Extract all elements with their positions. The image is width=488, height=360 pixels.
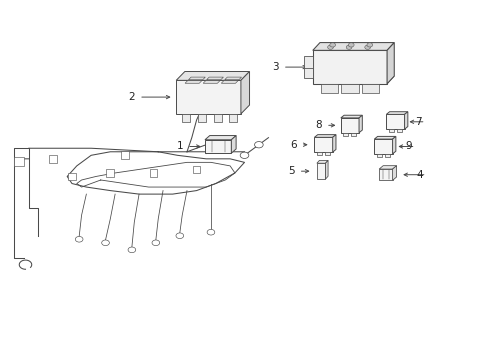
Polygon shape xyxy=(378,166,396,169)
Polygon shape xyxy=(386,42,393,84)
FancyBboxPatch shape xyxy=(49,155,57,163)
FancyBboxPatch shape xyxy=(68,172,76,180)
Polygon shape xyxy=(206,77,223,80)
Polygon shape xyxy=(374,136,395,139)
Circle shape xyxy=(366,43,372,47)
Circle shape xyxy=(240,152,248,158)
Polygon shape xyxy=(241,72,249,114)
Polygon shape xyxy=(361,84,379,93)
Circle shape xyxy=(207,229,214,235)
Text: 9: 9 xyxy=(404,141,411,152)
Circle shape xyxy=(254,141,263,148)
Polygon shape xyxy=(214,114,222,122)
Circle shape xyxy=(327,45,333,49)
Polygon shape xyxy=(176,72,249,80)
Polygon shape xyxy=(351,133,356,136)
Polygon shape xyxy=(304,56,312,68)
Polygon shape xyxy=(314,137,332,152)
Text: 7: 7 xyxy=(414,117,421,127)
Polygon shape xyxy=(316,161,327,163)
Polygon shape xyxy=(182,114,189,122)
Polygon shape xyxy=(184,81,202,83)
Polygon shape xyxy=(376,154,381,157)
Polygon shape xyxy=(312,42,393,50)
Polygon shape xyxy=(358,115,362,133)
Polygon shape xyxy=(204,140,231,153)
Polygon shape xyxy=(396,129,401,132)
Polygon shape xyxy=(176,80,241,114)
Circle shape xyxy=(128,247,136,253)
Polygon shape xyxy=(188,77,205,80)
Polygon shape xyxy=(312,50,386,84)
Circle shape xyxy=(346,45,351,49)
Polygon shape xyxy=(198,114,205,122)
FancyBboxPatch shape xyxy=(106,169,114,177)
Text: 5: 5 xyxy=(287,166,294,176)
FancyBboxPatch shape xyxy=(121,152,128,159)
Circle shape xyxy=(347,43,353,47)
Polygon shape xyxy=(203,81,220,83)
Text: 1: 1 xyxy=(176,141,183,152)
Polygon shape xyxy=(316,163,325,179)
Text: 6: 6 xyxy=(290,140,297,150)
Polygon shape xyxy=(341,84,358,93)
Circle shape xyxy=(152,240,160,246)
Circle shape xyxy=(102,240,109,246)
Text: 3: 3 xyxy=(272,62,278,72)
Polygon shape xyxy=(231,136,236,153)
Circle shape xyxy=(75,237,83,242)
Polygon shape xyxy=(229,114,237,122)
Text: 8: 8 xyxy=(315,120,322,130)
Polygon shape xyxy=(224,77,241,80)
Circle shape xyxy=(329,43,335,47)
Text: 4: 4 xyxy=(415,170,422,180)
Polygon shape xyxy=(378,169,392,180)
Polygon shape xyxy=(374,139,392,154)
FancyBboxPatch shape xyxy=(149,169,157,177)
Polygon shape xyxy=(332,135,335,152)
Polygon shape xyxy=(386,112,407,114)
Polygon shape xyxy=(392,166,396,180)
Polygon shape xyxy=(204,136,236,140)
Polygon shape xyxy=(304,66,312,78)
Polygon shape xyxy=(343,133,348,136)
Polygon shape xyxy=(320,84,337,93)
Polygon shape xyxy=(316,152,322,156)
Polygon shape xyxy=(386,114,404,129)
FancyBboxPatch shape xyxy=(192,166,200,173)
Polygon shape xyxy=(384,154,389,157)
Polygon shape xyxy=(340,115,362,118)
Polygon shape xyxy=(325,161,327,179)
Polygon shape xyxy=(392,136,395,154)
Polygon shape xyxy=(314,135,335,137)
Circle shape xyxy=(176,233,183,239)
FancyBboxPatch shape xyxy=(15,157,24,166)
Polygon shape xyxy=(340,118,358,133)
Polygon shape xyxy=(325,152,329,156)
Text: 2: 2 xyxy=(128,92,135,102)
Polygon shape xyxy=(404,112,407,129)
Circle shape xyxy=(364,45,370,49)
Polygon shape xyxy=(221,81,238,83)
Polygon shape xyxy=(388,129,393,132)
